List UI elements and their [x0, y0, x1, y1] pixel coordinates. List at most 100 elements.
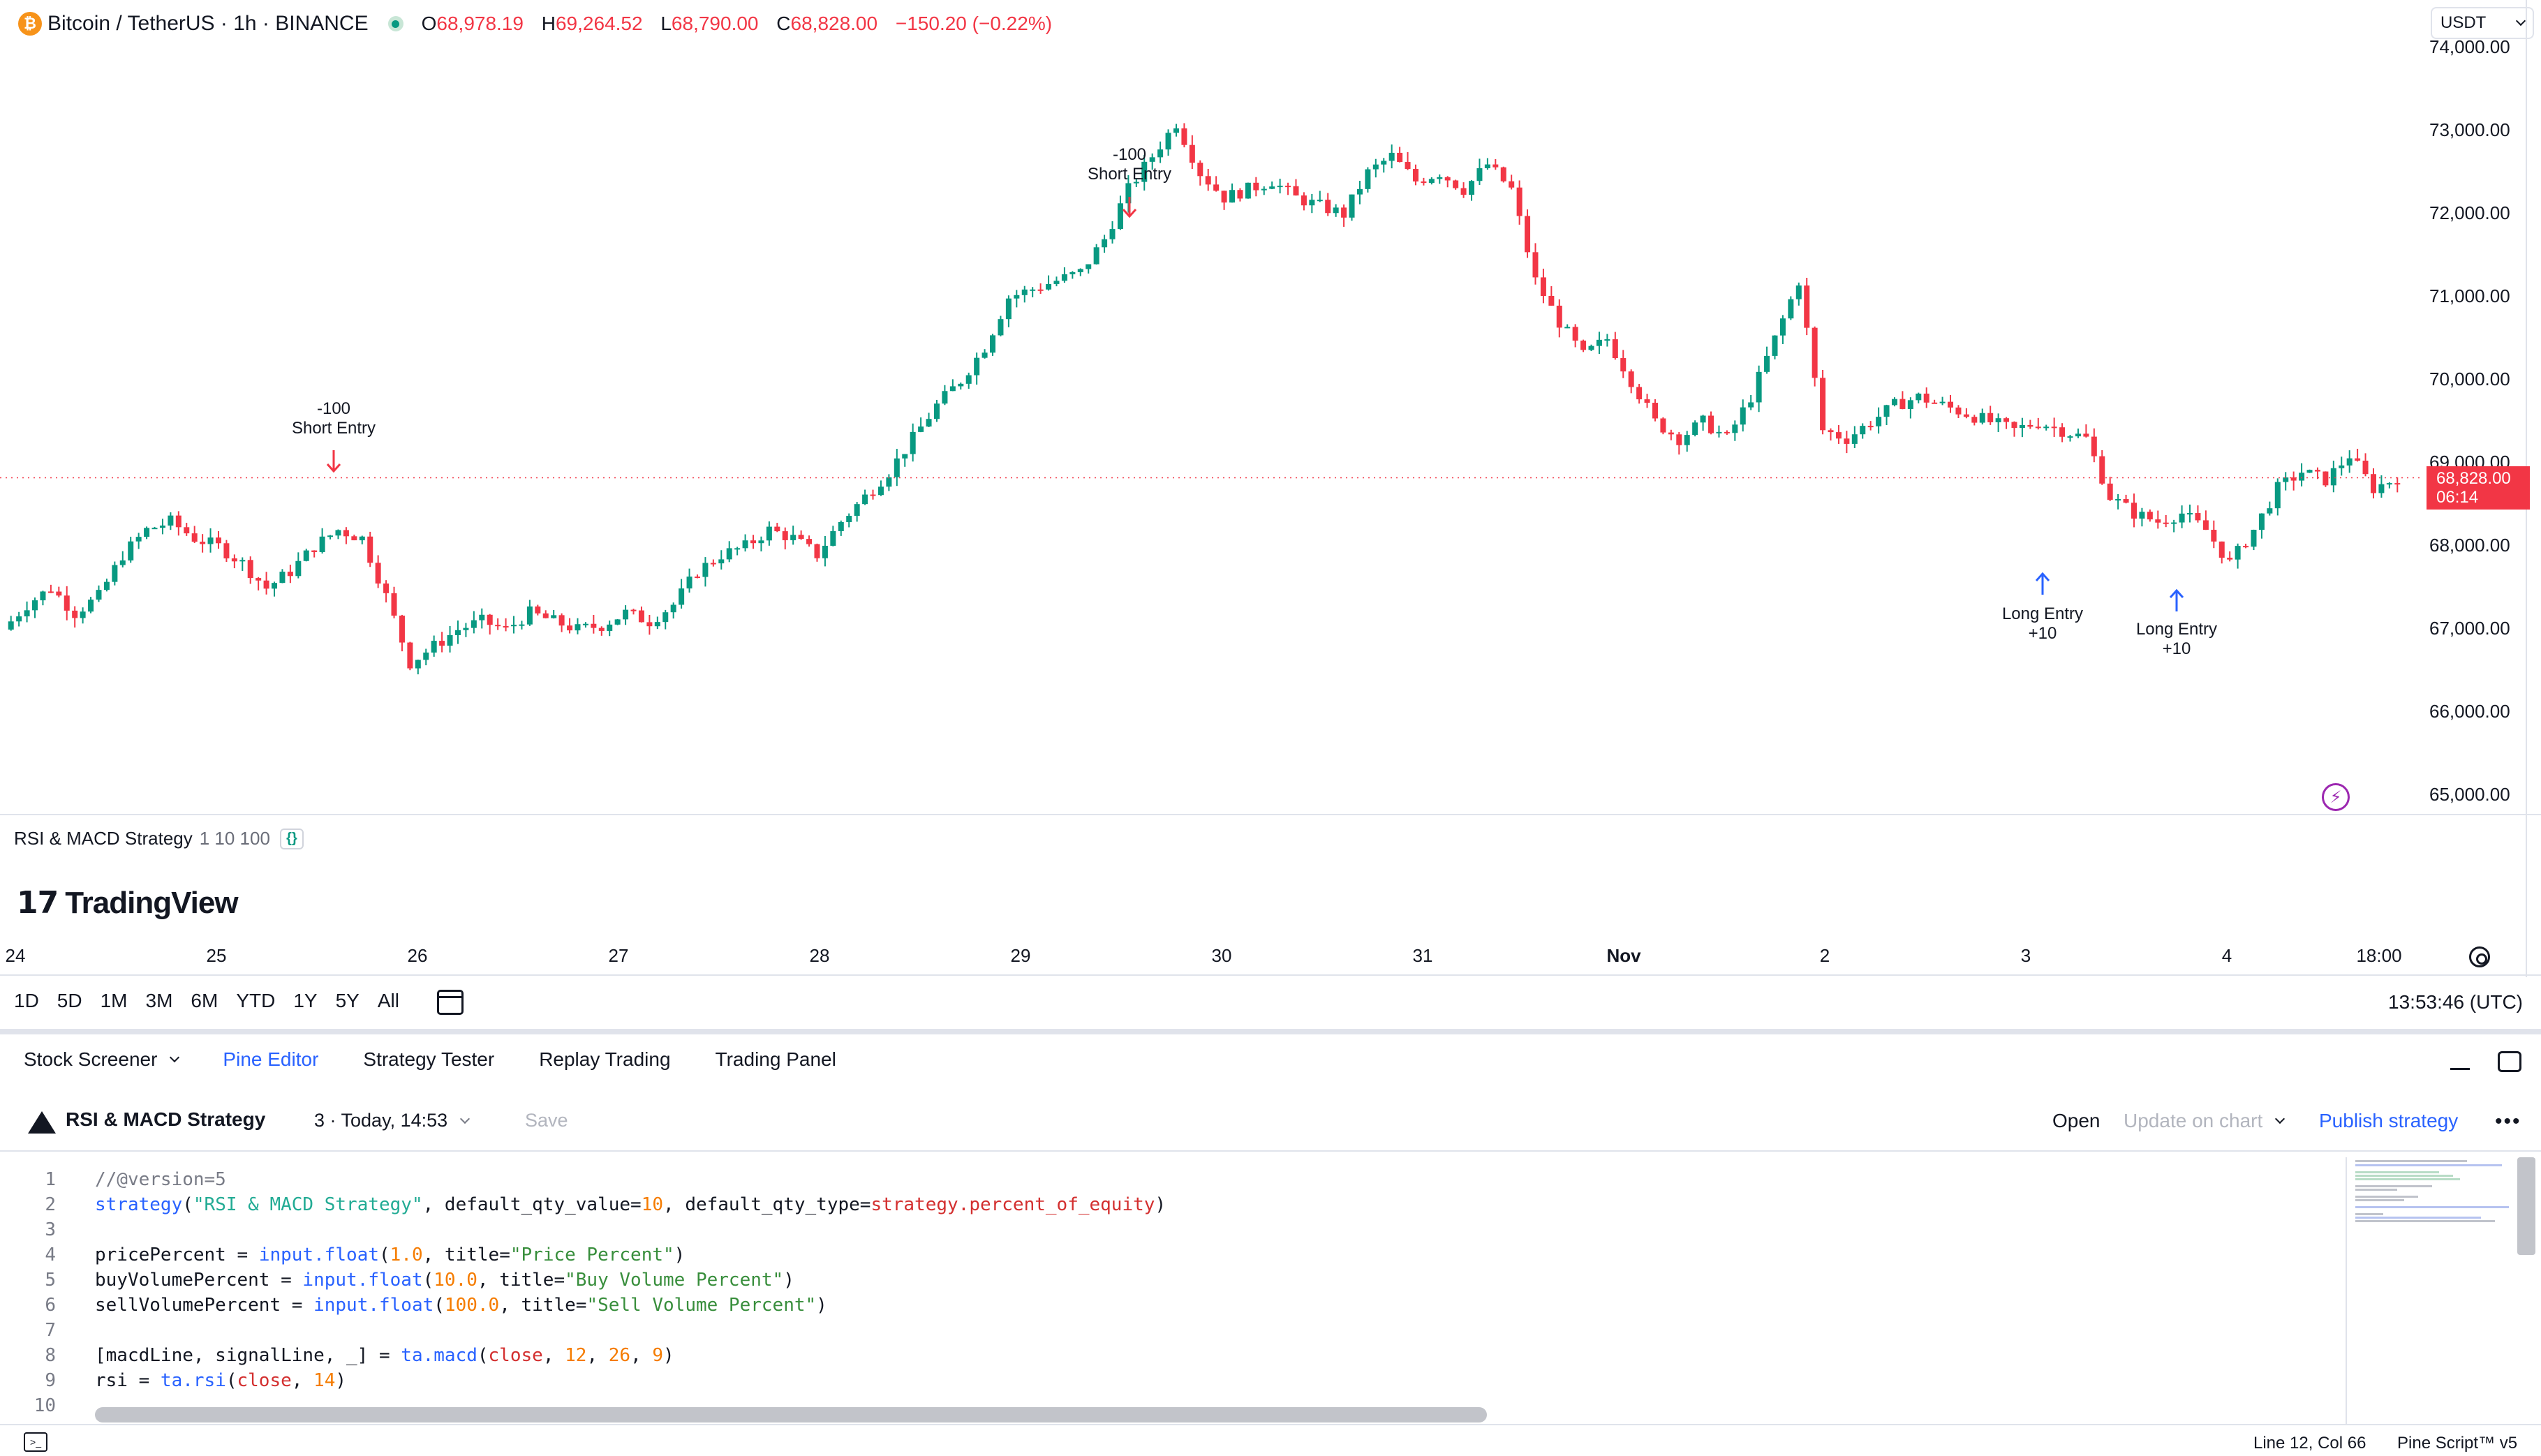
- range-6m[interactable]: 6M: [191, 990, 218, 1011]
- candle-body: [1469, 181, 1475, 195]
- version-selector[interactable]: 3 · Today, 14:53: [314, 1110, 471, 1131]
- panel-separator[interactable]: [0, 1029, 2541, 1034]
- calendar-icon[interactable]: [437, 990, 464, 1015]
- axis-separator: [0, 974, 2541, 976]
- save-button[interactable]: Save: [525, 1110, 568, 1131]
- cursor-position[interactable]: Line 12, Col 66: [2253, 1434, 2366, 1453]
- candle-body: [1636, 387, 1643, 400]
- tab-replay-trading[interactable]: Replay Trading: [539, 1048, 670, 1071]
- candle-body: [2067, 436, 2073, 438]
- tab-stock-screener[interactable]: Stock Screener: [24, 1048, 180, 1071]
- study-name: RSI & MACD Strategy: [14, 828, 193, 849]
- chevron-down-icon[interactable]: [2275, 1113, 2286, 1124]
- candle-body: [1484, 164, 1490, 169]
- source-code-icon[interactable]: {}: [279, 828, 304, 849]
- candle-body: [718, 559, 725, 564]
- language-version[interactable]: Pine Script™ v5: [2397, 1434, 2518, 1453]
- range-1d[interactable]: 1D: [14, 990, 39, 1011]
- lightning-icon[interactable]: ⚡: [2322, 783, 2350, 811]
- token: input.float: [313, 1295, 434, 1316]
- candle-body: [2314, 470, 2320, 472]
- range-all[interactable]: All: [377, 990, 399, 1011]
- tab-strategy-tester[interactable]: Strategy Tester: [363, 1048, 494, 1071]
- candle-body: [686, 577, 692, 589]
- candle-body: [159, 525, 165, 528]
- candle-body: [630, 609, 637, 611]
- terminal-icon[interactable]: >_: [24, 1432, 47, 1452]
- range-5y[interactable]: 5Y: [335, 990, 360, 1011]
- candle-body: [1444, 177, 1451, 181]
- tab-trading-panel[interactable]: Trading Panel: [716, 1048, 836, 1071]
- candle-body: [247, 560, 253, 579]
- study-legend[interactable]: RSI & MACD Strategy 1 10 100 {}: [14, 828, 304, 849]
- candle-body: [2323, 471, 2329, 486]
- tab-pine-editor[interactable]: Pine Editor: [223, 1048, 318, 1071]
- candle-body: [2043, 426, 2050, 429]
- candle-body: [942, 391, 948, 404]
- candle-body: [40, 591, 46, 601]
- candle-body: [1684, 435, 1690, 445]
- arrow-head-icon: [1122, 208, 1137, 218]
- range-1y[interactable]: 1Y: [293, 990, 318, 1011]
- candle-body: [503, 625, 509, 627]
- minimap-preview: [2355, 1160, 2509, 1222]
- candle-body: [886, 477, 892, 487]
- candle-body: [375, 563, 381, 584]
- gear-icon[interactable]: [2469, 946, 2490, 967]
- candle-body: [1365, 169, 1371, 189]
- minimize-icon[interactable]: [2450, 1068, 2470, 1070]
- candle-body: [614, 619, 621, 625]
- candle-body: [1437, 177, 1443, 179]
- candle-body: [103, 581, 110, 590]
- script-title[interactable]: RSI & MACD Strategy: [66, 1108, 266, 1130]
- token: 12: [565, 1345, 587, 1366]
- symbol-title[interactable]: Bitcoin / TetherUS · 1h · BINANCE: [47, 12, 369, 35]
- vertical-scrollbar[interactable]: [2517, 1157, 2535, 1255]
- candle-body: [1795, 285, 1802, 299]
- candle-body: [1525, 216, 1531, 253]
- horizontal-scrollbar[interactable]: [95, 1407, 1487, 1422]
- more-icon[interactable]: •••: [2495, 1110, 2521, 1133]
- token: ): [816, 1295, 827, 1316]
- token: input.float: [302, 1270, 423, 1291]
- candle-body: [1812, 327, 1818, 378]
- candle-body: [223, 543, 230, 558]
- candle-body: [2011, 422, 2017, 429]
- time-tick: 26: [407, 945, 428, 966]
- candle-body: [1197, 163, 1203, 177]
- token: (: [225, 1370, 237, 1391]
- date-range-bar: 1D 5D 1M 3M 6M YTD 1Y 5Y All: [14, 990, 417, 1012]
- pine-script-icon: [28, 1111, 56, 1134]
- candlestick-chart[interactable]: [0, 0, 2422, 810]
- range-3m[interactable]: 3M: [145, 990, 173, 1011]
- range-ytd[interactable]: YTD: [236, 990, 276, 1011]
- range-1m[interactable]: 1M: [100, 990, 128, 1011]
- candle-body: [200, 542, 206, 544]
- editor-status-bar: >_ Line 12, Col 66 Pine Script™ v5: [0, 1424, 2541, 1456]
- candle-body: [1388, 152, 1395, 161]
- candle-body: [1955, 407, 1962, 415]
- token: ta.rsi: [160, 1370, 226, 1391]
- candle-body: [949, 386, 956, 392]
- token: ,: [586, 1345, 609, 1366]
- tradingview-logo[interactable]: 𝟭𝟳 TradingView: [17, 885, 239, 921]
- candle-body: [311, 550, 318, 552]
- time-tick: Nov: [1606, 945, 1641, 966]
- code-minimap[interactable]: [2346, 1157, 2513, 1424]
- candle-body: [654, 622, 660, 627]
- candle-body: [1397, 152, 1403, 163]
- open-button[interactable]: Open: [2052, 1110, 2101, 1131]
- candle-body: [830, 530, 836, 546]
- maximize-icon[interactable]: [2498, 1051, 2521, 1072]
- marker-label: Long Entry: [2001, 604, 2084, 623]
- utc-clock[interactable]: 13:53:46 (UTC): [2388, 991, 2523, 1013]
- publish-strategy-button[interactable]: Publish strategy: [2319, 1110, 2459, 1131]
- tradingview-logo-icon: 𝟭𝟳: [17, 886, 59, 920]
- candle-body: [239, 560, 246, 562]
- candle-body: [591, 623, 597, 628]
- line-number: 4: [45, 1245, 56, 1265]
- range-5d[interactable]: 5D: [57, 990, 82, 1011]
- currency-selector[interactable]: USDT: [2431, 7, 2534, 39]
- update-on-chart-button[interactable]: Update on chart: [2124, 1110, 2286, 1132]
- candle-body: [2027, 425, 2033, 427]
